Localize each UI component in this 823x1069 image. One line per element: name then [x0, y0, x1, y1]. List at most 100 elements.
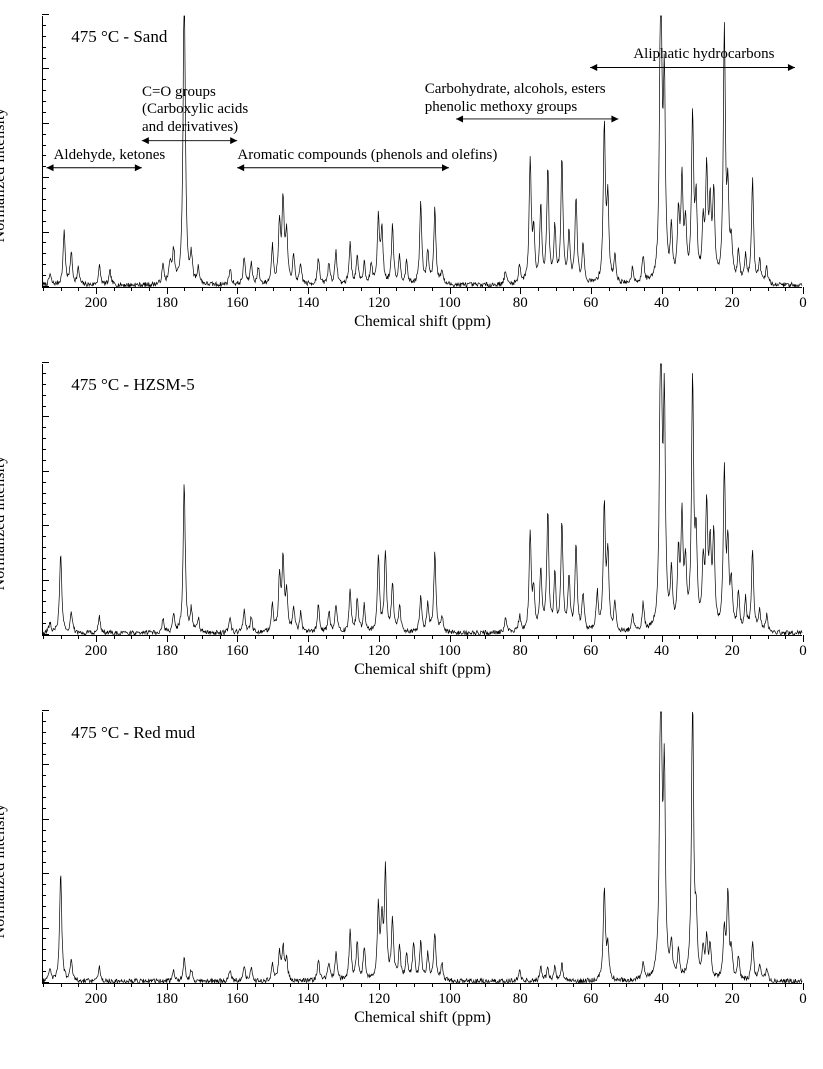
xtick-minor: [573, 635, 574, 639]
x-axis-label: Chemical shift (ppm): [354, 313, 491, 331]
xtick-label: 60: [583, 991, 598, 1008]
xtick-minor: [149, 287, 150, 291]
xtick-minor: [750, 983, 751, 987]
xtick-label: 40: [654, 643, 669, 660]
xtick-minor: [396, 635, 397, 639]
plot-area: 200180160140120100806040200Chemical shif…: [42, 364, 802, 636]
xtick-label: 140: [297, 295, 320, 312]
xtick-minor: [220, 287, 221, 291]
xtick-major: [662, 983, 663, 990]
xtick-minor: [184, 635, 185, 639]
xtick-minor: [43, 287, 44, 291]
xtick-minor: [202, 287, 203, 291]
xtick-major: [96, 635, 97, 642]
xtick-major: [308, 983, 309, 990]
xtick-major: [591, 635, 592, 642]
xtick-minor: [78, 983, 79, 987]
xtick-minor: [785, 287, 786, 291]
xtick-minor: [626, 635, 627, 639]
xtick-major: [308, 635, 309, 642]
xtick-minor: [255, 635, 256, 639]
xtick-minor: [467, 635, 468, 639]
xtick-minor: [343, 983, 344, 987]
xtick-minor: [556, 635, 557, 639]
y-axis-label: Normalized intensity: [0, 804, 9, 939]
xtick-minor: [131, 983, 132, 987]
xtick-minor: [485, 983, 486, 987]
xtick-minor: [556, 287, 557, 291]
panel-title: 475 °C - Sand: [71, 27, 167, 47]
xtick-minor: [785, 635, 786, 639]
xtick-minor: [290, 983, 291, 987]
xtick-major: [732, 983, 733, 990]
xtick-minor: [326, 983, 327, 987]
xtick-major: [450, 287, 451, 294]
xtick-minor: [432, 635, 433, 639]
xtick-label: 80: [513, 991, 528, 1008]
xtick-minor: [343, 287, 344, 291]
xtick-minor: [273, 635, 274, 639]
xtick-major: [450, 983, 451, 990]
xtick-minor: [715, 287, 716, 291]
xtick-label: 20: [725, 991, 740, 1008]
xtick-major: [167, 287, 168, 294]
xtick-major: [803, 983, 804, 990]
xtick-major: [591, 983, 592, 990]
xtick-minor: [273, 287, 274, 291]
xtick-minor: [538, 287, 539, 291]
xtick-major: [167, 635, 168, 642]
xtick-minor: [467, 983, 468, 987]
xtick-minor: [556, 983, 557, 987]
xtick-label: 120: [368, 991, 391, 1008]
ytick-major: [42, 710, 49, 711]
xtick-label: 200: [85, 643, 108, 660]
xtick-major: [732, 635, 733, 642]
xtick-major: [520, 983, 521, 990]
xtick-minor: [538, 983, 539, 987]
xtick-major: [520, 287, 521, 294]
x-axis-label: Chemical shift (ppm): [354, 661, 491, 679]
xtick-minor: [750, 287, 751, 291]
xtick-minor: [573, 983, 574, 987]
xtick-label: 40: [654, 991, 669, 1008]
xtick-label: 0: [799, 643, 807, 660]
xtick-label: 140: [297, 643, 320, 660]
xtick-minor: [750, 635, 751, 639]
xtick-minor: [131, 635, 132, 639]
spectrum-panel-hzsm5: Normalized intensity20018016014012010080…: [6, 358, 813, 688]
xtick-major: [379, 287, 380, 294]
xtick-minor: [414, 287, 415, 291]
xtick-minor: [503, 287, 504, 291]
xtick-label: 200: [85, 991, 108, 1008]
xtick-minor: [644, 983, 645, 987]
xtick-major: [237, 635, 238, 642]
xtick-minor: [149, 983, 150, 987]
xtick-minor: [679, 983, 680, 987]
xtick-label: 180: [155, 991, 178, 1008]
xtick-label: 100: [438, 295, 461, 312]
xtick-minor: [78, 287, 79, 291]
xtick-minor: [114, 635, 115, 639]
xtick-label: 180: [155, 643, 178, 660]
xtick-minor: [768, 983, 769, 987]
xtick-minor: [679, 635, 680, 639]
xtick-major: [96, 983, 97, 990]
xtick-label: 100: [438, 643, 461, 660]
xtick-minor: [220, 635, 221, 639]
plot-area: 200180160140120100806040200Chemical shif…: [42, 712, 802, 984]
xtick-label: 60: [583, 295, 598, 312]
xtick-minor: [326, 287, 327, 291]
xtick-major: [732, 287, 733, 294]
spectrum-trace: [43, 364, 802, 635]
xtick-major: [662, 287, 663, 294]
xtick-minor: [343, 635, 344, 639]
xtick-minor: [414, 983, 415, 987]
panel-title: 475 °C - HZSM-5: [71, 375, 194, 395]
xtick-minor: [697, 287, 698, 291]
xtick-minor: [679, 287, 680, 291]
xtick-minor: [414, 635, 415, 639]
xtick-minor: [43, 983, 44, 987]
xtick-major: [379, 983, 380, 990]
xtick-label: 160: [226, 295, 249, 312]
xtick-minor: [361, 635, 362, 639]
